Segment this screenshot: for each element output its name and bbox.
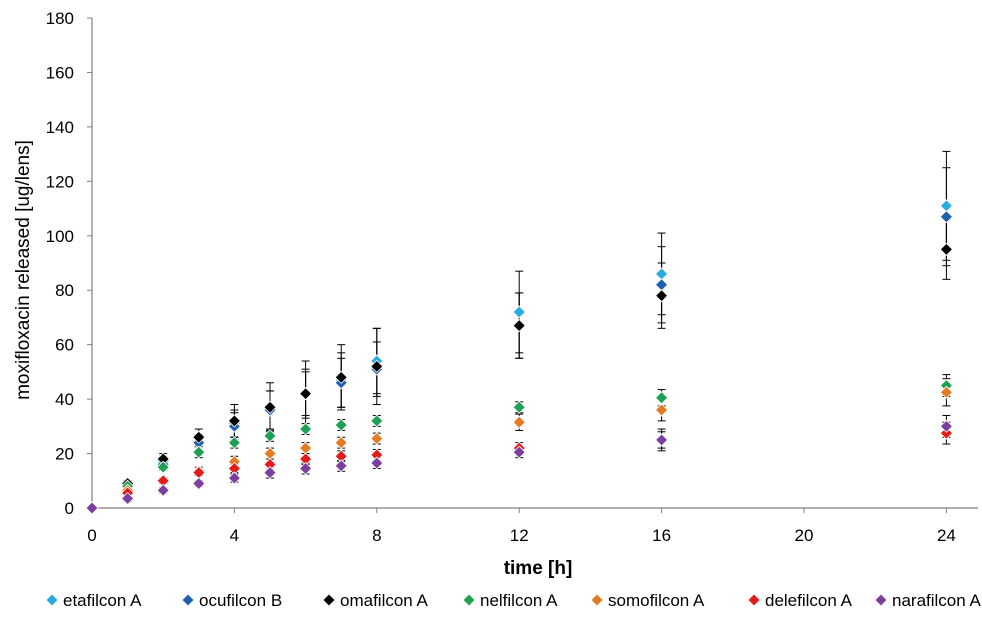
y-tick-label: 180 xyxy=(46,9,74,28)
legend-label: etafilcon A xyxy=(63,591,142,610)
legend-label: ocufilcon B xyxy=(199,591,282,610)
data-point xyxy=(227,471,241,485)
data-point xyxy=(227,414,241,428)
data-point xyxy=(512,305,526,319)
y-tick-label: 140 xyxy=(46,118,74,137)
data-point xyxy=(512,415,526,429)
data-point xyxy=(334,370,348,384)
data-point xyxy=(939,242,953,256)
data-point xyxy=(299,387,313,401)
data-point xyxy=(655,289,669,303)
data-point xyxy=(370,432,384,446)
y-tick-label: 40 xyxy=(55,390,74,409)
data-point xyxy=(263,400,277,414)
data-point xyxy=(192,476,206,491)
data-point xyxy=(655,267,669,281)
data-point xyxy=(334,418,348,432)
data-point xyxy=(227,436,241,450)
legend-marker xyxy=(45,593,59,607)
data-point xyxy=(939,426,953,440)
x-tick-label: 20 xyxy=(795,526,814,545)
legend-label: delefilcon A xyxy=(765,591,853,610)
data-point xyxy=(263,429,277,443)
x-axis-title: time [h] xyxy=(504,558,573,579)
legend-marker xyxy=(322,593,336,607)
data-point xyxy=(192,430,206,444)
x-tick-label: 0 xyxy=(87,526,96,545)
legend-label: nelfilcon A xyxy=(480,591,558,610)
data-point xyxy=(299,441,313,455)
data-point xyxy=(156,460,170,474)
data-point xyxy=(263,466,277,480)
data-point xyxy=(655,391,669,405)
y-tick-label: 160 xyxy=(46,63,74,82)
legend-label: somofilcon A xyxy=(608,591,705,610)
legend-label: narafilcon A xyxy=(892,591,981,610)
legend-marker xyxy=(181,593,195,607)
data-point xyxy=(939,199,953,213)
data-point xyxy=(192,466,206,480)
data-point xyxy=(334,436,348,450)
y-tick-label: 60 xyxy=(55,336,74,355)
y-tick-label: 80 xyxy=(55,281,74,300)
data-point xyxy=(370,456,384,470)
y-tick-label: 120 xyxy=(46,172,74,191)
data-point xyxy=(370,359,384,374)
data-point xyxy=(512,400,526,414)
data-point xyxy=(939,385,953,399)
data-point xyxy=(334,459,348,473)
x-tick-label: 8 xyxy=(372,526,381,545)
x-tick-label: 12 xyxy=(510,526,529,545)
y-axis-title: moxifloxacin released [ug/lens] xyxy=(13,140,34,400)
y-tick-label: 20 xyxy=(55,445,74,464)
x-tick-label: 4 xyxy=(230,526,239,545)
data-point xyxy=(85,501,99,515)
data-point xyxy=(939,419,953,433)
legend-marker xyxy=(590,593,604,607)
data-point xyxy=(655,403,669,417)
data-point xyxy=(192,445,206,459)
data-point xyxy=(512,445,526,459)
data-point xyxy=(939,210,953,224)
x-tick-label: 16 xyxy=(652,526,671,545)
legend-marker xyxy=(462,593,476,607)
data-point xyxy=(263,446,277,461)
y-tick-label: 100 xyxy=(46,227,74,246)
data-point xyxy=(512,319,526,333)
data-point xyxy=(156,483,170,497)
data-point xyxy=(655,433,669,447)
x-tick-label: 24 xyxy=(937,526,956,545)
data-point xyxy=(121,491,135,506)
legend-marker xyxy=(874,593,888,607)
data-point xyxy=(299,461,313,476)
legend-label: omafilcon A xyxy=(340,591,429,610)
legend-marker xyxy=(747,593,761,607)
data-point xyxy=(299,422,313,436)
data-point xyxy=(370,414,384,428)
y-tick-label: 0 xyxy=(65,499,74,518)
data-point xyxy=(655,278,669,292)
